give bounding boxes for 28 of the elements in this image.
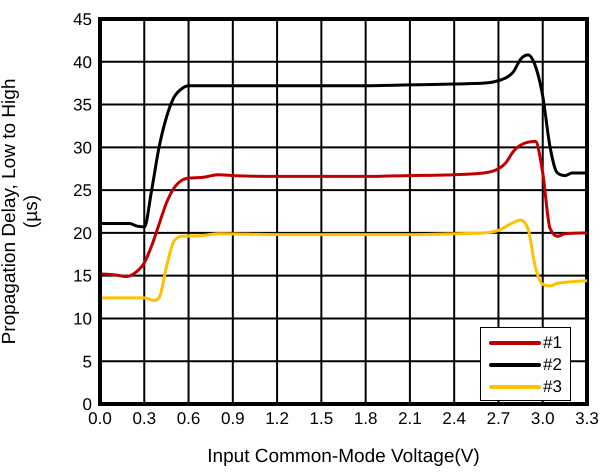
x-tick-label: 0.3 (132, 409, 156, 428)
x-tick-label: 0.6 (176, 409, 200, 428)
legend-label: #1 (543, 333, 562, 353)
x-tick-label: 3.3 (575, 409, 599, 428)
y-tick-label: 5 (82, 352, 92, 372)
x-axis-title: Input Common-Mode Voltage(V) (207, 446, 480, 467)
y-tick-label: 40 (73, 52, 92, 72)
legend-label: #2 (543, 355, 562, 375)
legend-label: #3 (543, 377, 562, 397)
y-tick-label: 20 (73, 224, 92, 243)
y-tick-label: 10 (73, 309, 92, 328)
x-tick-label: 0.9 (221, 409, 245, 428)
y-tick-label: 45 (73, 10, 92, 30)
y-tick-label: 30 (73, 138, 92, 158)
y-tick-label: 25 (73, 181, 92, 200)
line-series (100, 140, 587, 278)
x-tick-label: 2.1 (398, 409, 422, 428)
x-tick-label: 3.0 (530, 409, 555, 428)
x-tick-label: 2.4 (442, 409, 466, 428)
x-tick-label: 2.7 (486, 409, 510, 428)
x-tick-label: 1.2 (265, 409, 289, 428)
y-tick-label: 15 (73, 266, 92, 286)
y-tick-label: 35 (73, 96, 92, 115)
y-axis-title: Propagation Delay, Low to High (µs) (0, 78, 42, 344)
x-tick-label: 1.5 (310, 409, 334, 428)
line-series (100, 218, 587, 302)
x-tick-label: 1.8 (354, 409, 378, 428)
x-tick-label: 0.0 (88, 409, 112, 428)
